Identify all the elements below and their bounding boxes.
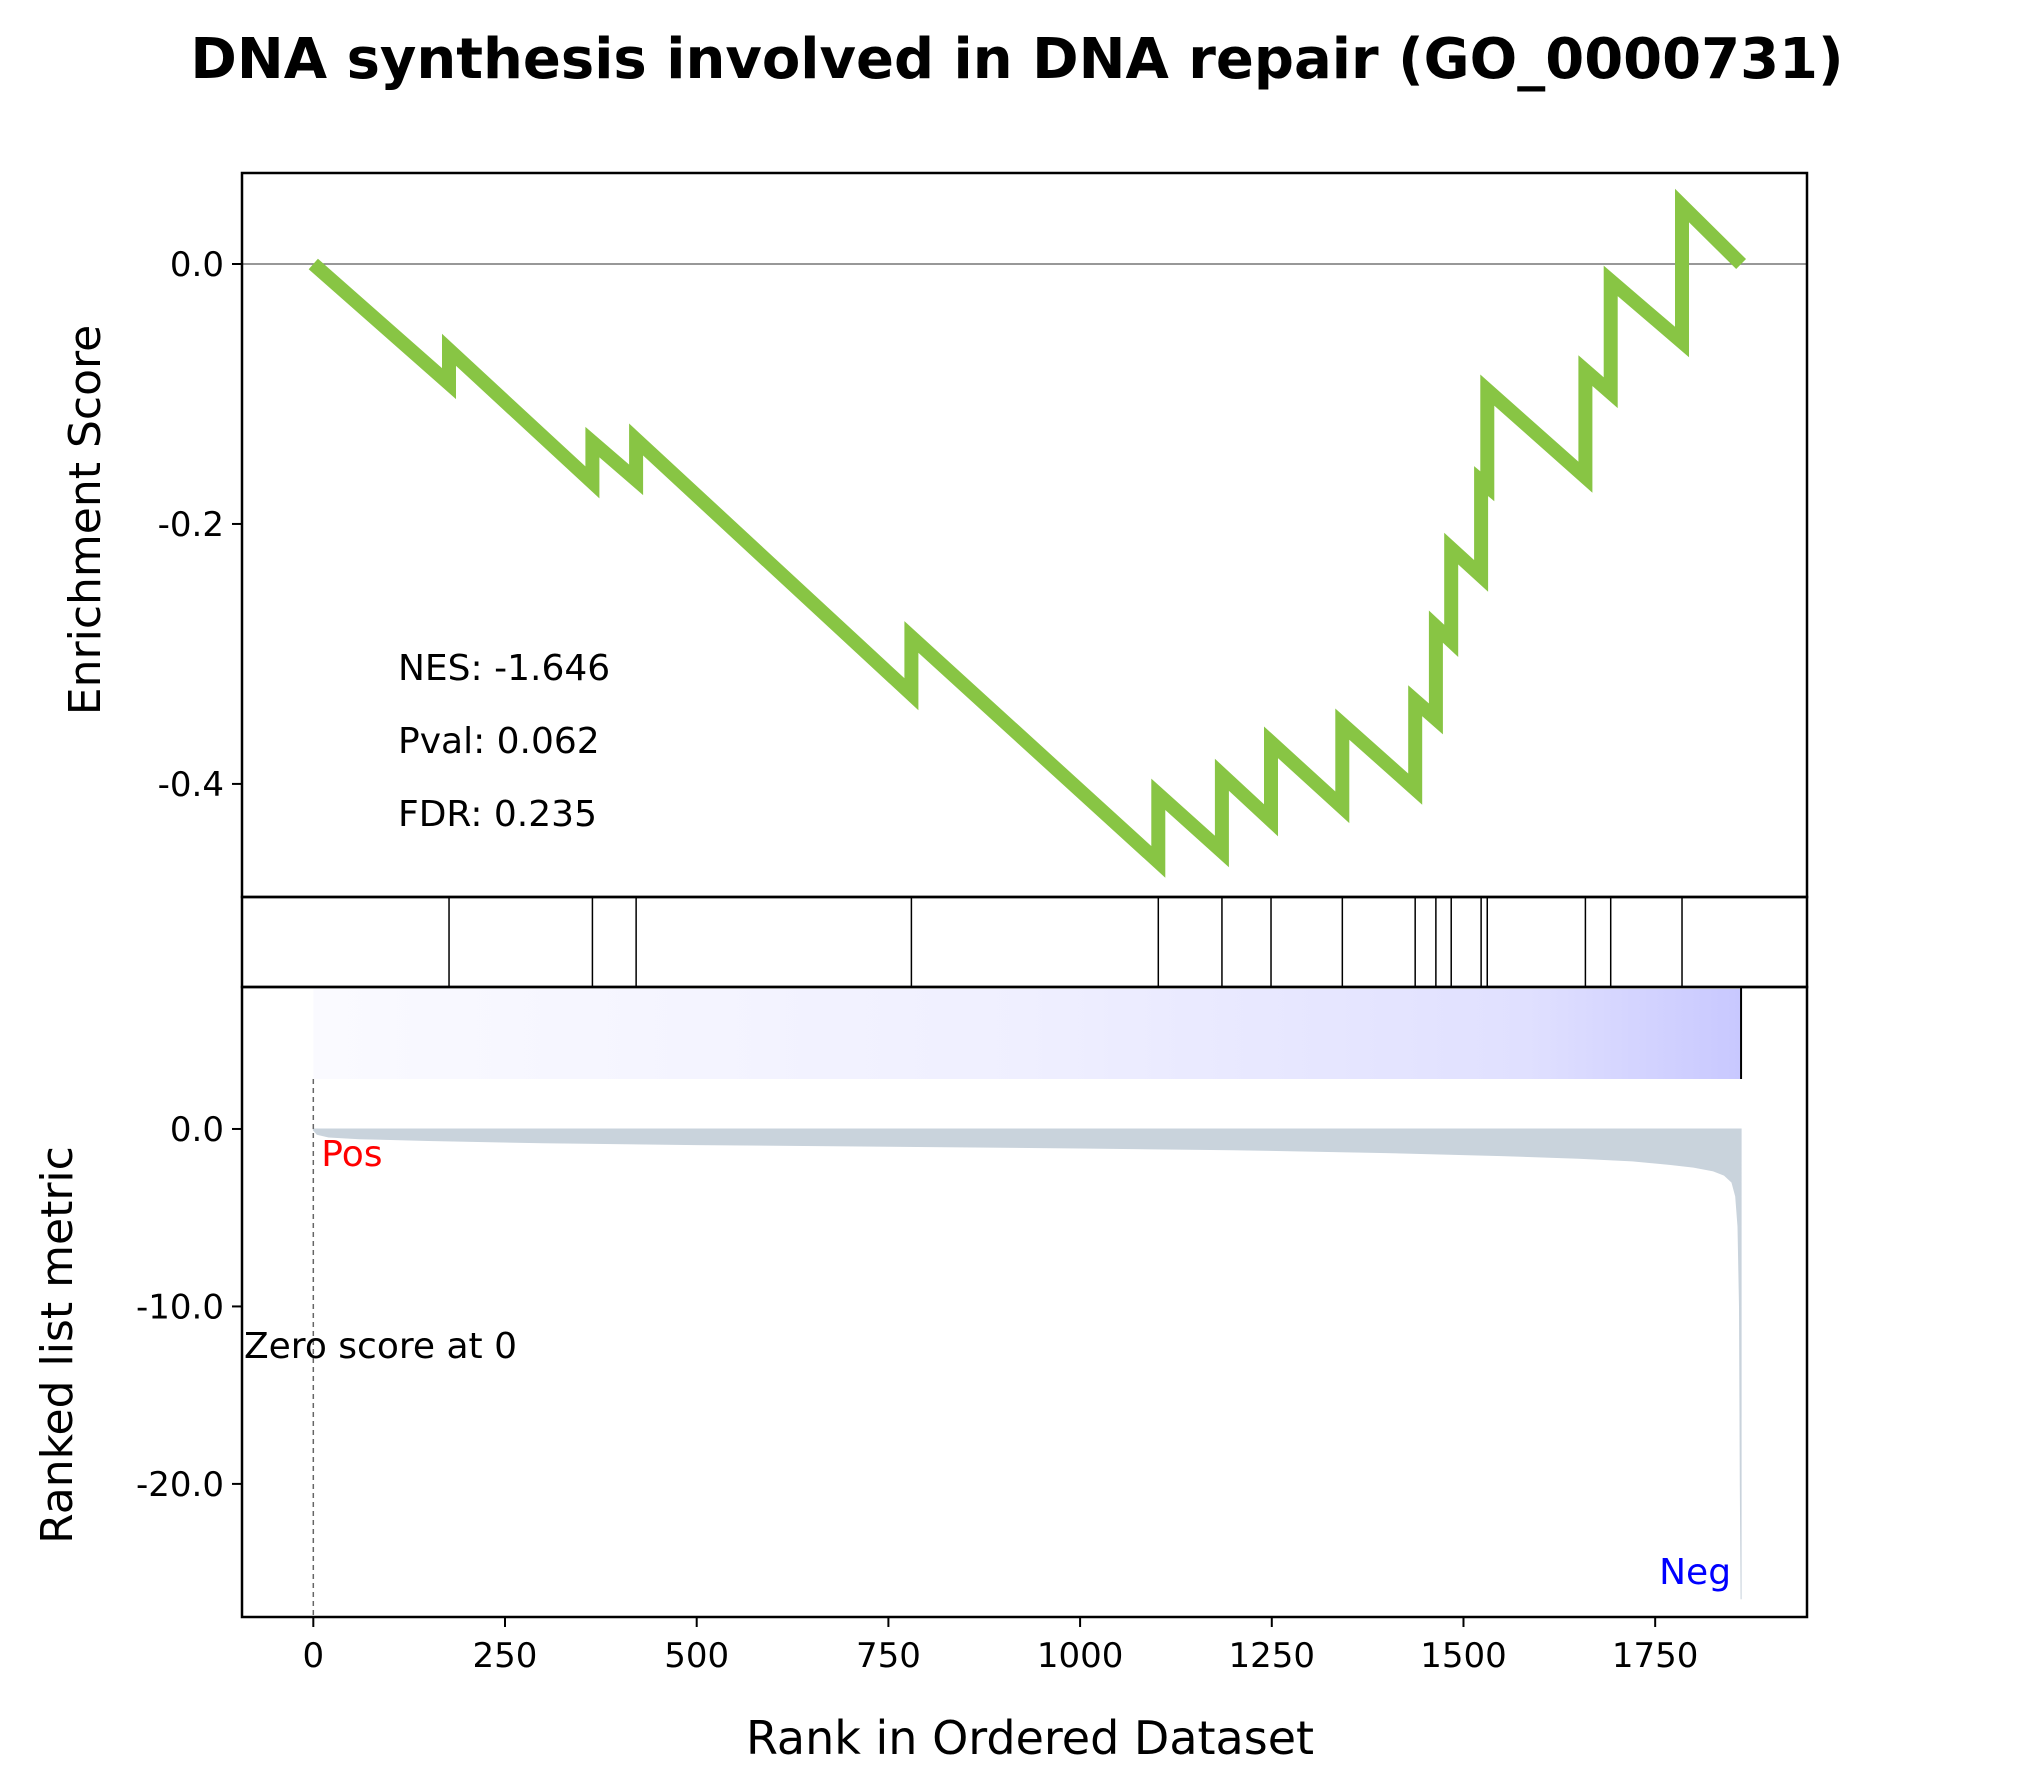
neg-label: Neg <box>1659 1552 1731 1593</box>
x-tick-label: 1000 <box>1037 1636 1124 1676</box>
gene-hits-panel <box>240 895 1809 989</box>
x-axis: 0 250 500 750 1000 1250 1500 1750 <box>302 1617 1698 1676</box>
rm-y-tick-label: 0.0 <box>170 1110 224 1150</box>
ranked-metric-area <box>312 1128 1742 1600</box>
x-tick-label: 1500 <box>1420 1636 1507 1676</box>
x-tick-label: 500 <box>664 1636 729 1676</box>
running-enrichment-score-line <box>308 188 1747 878</box>
ranked-metric-axis-label: Ranked list metric <box>32 1146 83 1544</box>
pos-label: Pos <box>321 1134 382 1175</box>
x-axis-label: Rank in Ordered Dataset <box>746 1711 1314 1765</box>
es-y-tick-label: -0.4 <box>158 765 224 805</box>
enrichment-stat-label: Pval: 0.062 <box>398 721 600 762</box>
ranked-metric-panel-frame <box>240 985 1809 1619</box>
enrichment-score-panel: 0.0 -0.2 -0.4 NES: -1.646 Pval: 0.062 FDR: 0.… <box>158 171 1809 899</box>
rm-y-tick-label: -20.0 <box>136 1465 224 1505</box>
x-tick-label: 0 <box>302 1636 324 1676</box>
ranked-metric-panel: 0.0 -10.0 -20.0 Pos Neg Zero score at 0 <box>136 985 1809 1619</box>
rm-y-tick-label: -10.0 <box>136 1287 224 1327</box>
hits-panel-frame <box>240 895 1809 989</box>
enrichment-panel-frame <box>240 171 1809 899</box>
x-tick-label: 1250 <box>1229 1636 1316 1676</box>
es-y-tick-label: 0.0 <box>170 245 224 285</box>
chart-title: DNA synthesis involved in DNA repair (GO… <box>190 27 1843 92</box>
rank-color-bar <box>313 989 1742 1079</box>
es-y-tick-label: -0.2 <box>158 505 224 545</box>
x-tick-label: 250 <box>473 1636 538 1676</box>
x-tick-label: 750 <box>856 1636 921 1676</box>
x-tick-label: 1750 <box>1612 1636 1699 1676</box>
enrichment-score-axis-label: Enrichment Score <box>60 325 111 715</box>
enrichment-stat-label: NES: -1.646 <box>398 648 610 689</box>
enrichment-stat-label: FDR: 0.235 <box>398 794 597 835</box>
zero-score-label: Zero score at 0 <box>244 1326 517 1367</box>
